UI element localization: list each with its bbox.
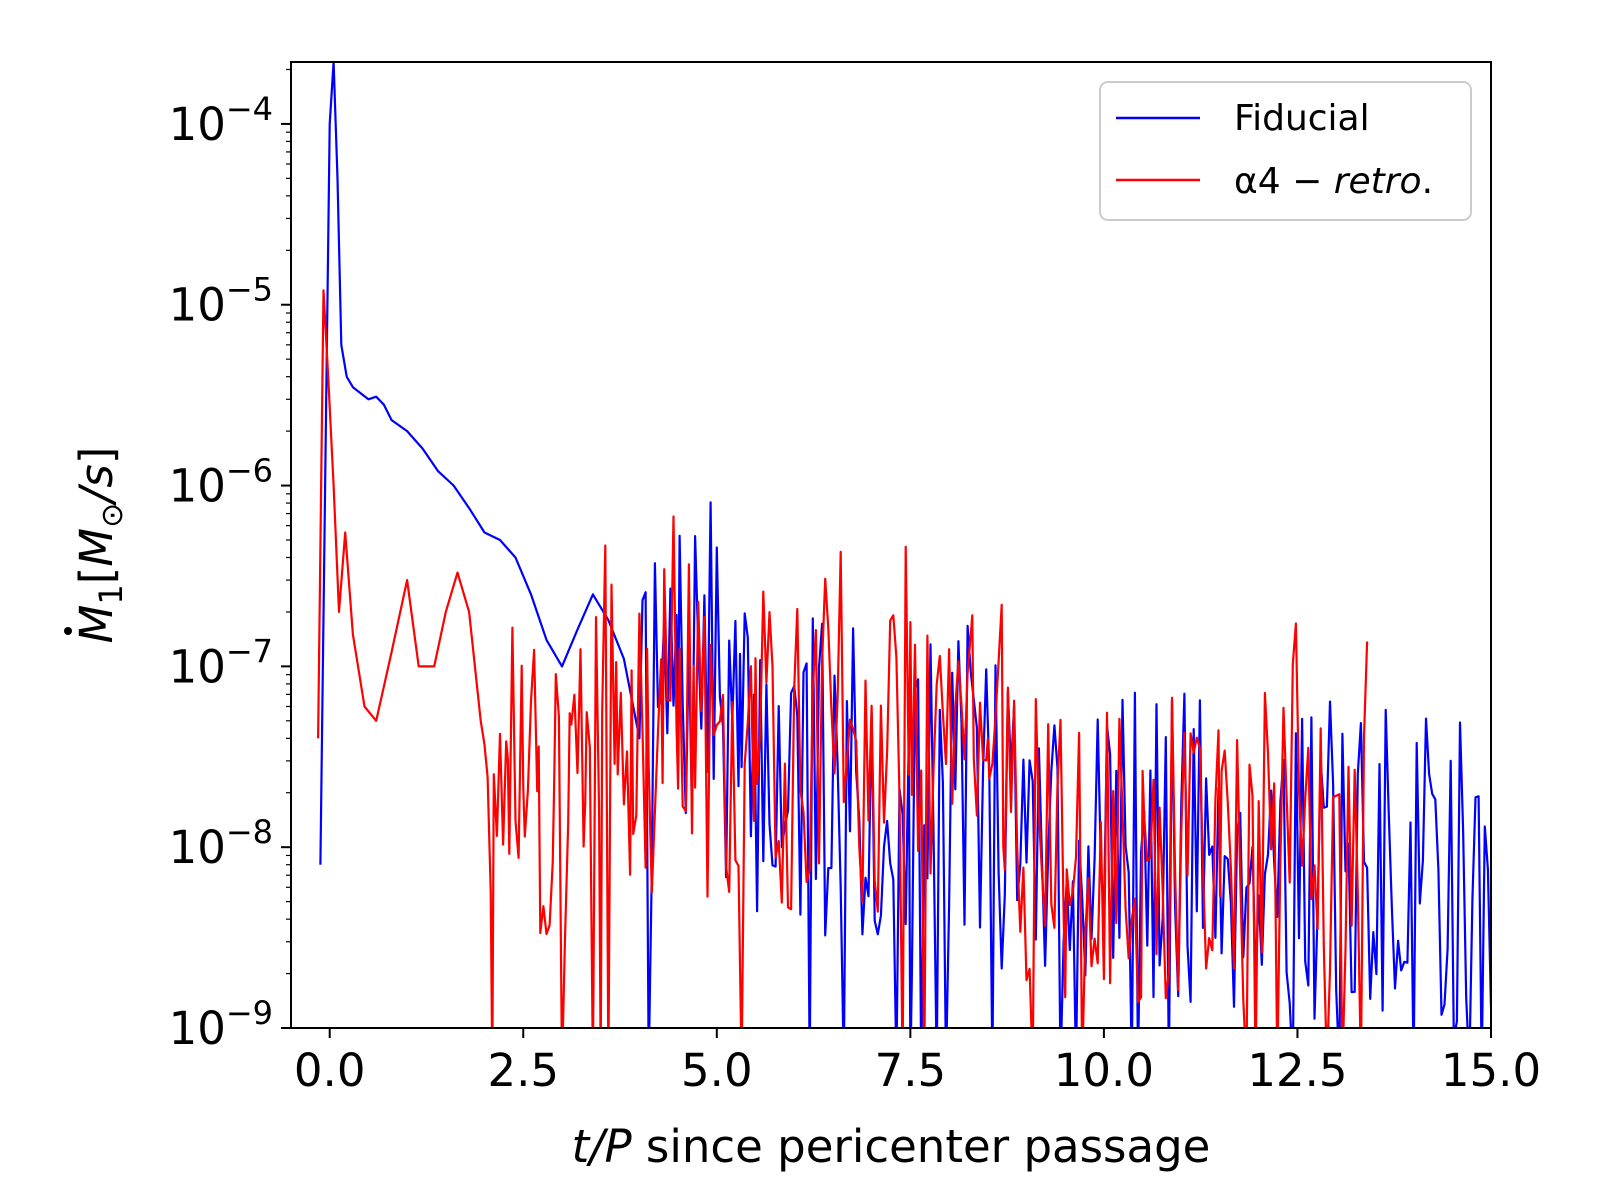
- y-axis-ticks: 10−410−510−610−710−810−9: [169, 68, 291, 1055]
- legend-label-retro-prefix: α4 −: [1234, 161, 1334, 202]
- legend-label-retro-italic: retro: [1334, 161, 1422, 202]
- x-tick-label: 0.0: [294, 1044, 366, 1097]
- y-tick-label: 10−4: [169, 90, 273, 151]
- series-layer: [317, 62, 1491, 1028]
- legend-frame: [1099, 81, 1472, 221]
- y-tick-exponent: −6: [226, 452, 273, 490]
- y-label-dot-icon: [64, 627, 72, 635]
- series-line-fiducial: [319, 62, 1491, 1028]
- legend-label-retro-suffix: .: [1422, 161, 1433, 202]
- y-label-unit-close: ]: [70, 447, 123, 465]
- y-tick-label: 10−6: [169, 452, 273, 513]
- x-tick-label: 5.0: [681, 1044, 753, 1097]
- y-tick-base: 10: [169, 821, 226, 874]
- y-label-unit-open: [: [70, 567, 123, 585]
- x-axis-label-rest: since pericenter passage: [632, 1120, 1211, 1173]
- y-label-subscript: 1: [92, 584, 130, 604]
- y-tick-base: 10: [169, 98, 226, 151]
- legend-label-retro: α4 − retro.: [1234, 161, 1433, 202]
- y-axis-label: M1[M⊙/s]: [64, 447, 130, 644]
- y-label-unit-sub: ⊙: [95, 503, 130, 528]
- x-axis-ticks: 0.0 2.5 5.0 7.5 10.0 12.5 15.0: [294, 1028, 1541, 1097]
- y-tick-base: 10: [169, 640, 226, 693]
- y-tick-label: 10−9: [169, 994, 273, 1055]
- legend: Fiducial α4 − retro.: [1099, 81, 1472, 221]
- y-tick-exponent: −9: [226, 994, 273, 1032]
- x-axis-label-italic: t/P: [572, 1120, 633, 1173]
- y-tick-exponent: −5: [226, 271, 273, 309]
- svg-text:M1[M⊙/s]: M1[M⊙/s]: [70, 447, 130, 644]
- y-tick-base: 10: [169, 1002, 226, 1055]
- y-tick-label: 10−7: [169, 632, 273, 693]
- x-tick-label: 2.5: [487, 1044, 559, 1097]
- series-line-retro: [317, 289, 1369, 1028]
- x-axis-label: t/P since pericenter passage: [572, 1120, 1211, 1173]
- y-tick-label: 10−8: [169, 813, 273, 874]
- y-label-symbol: M: [70, 605, 123, 644]
- x-tick-label: 10.0: [1054, 1044, 1154, 1097]
- y-label-unit-symbol: M: [70, 528, 123, 567]
- y-tick-exponent: −4: [226, 90, 273, 128]
- legend-label-fiducial: Fiducial: [1234, 98, 1370, 139]
- y-tick-exponent: −8: [226, 813, 273, 851]
- x-tick-label: 15.0: [1441, 1044, 1541, 1097]
- x-tick-label: 7.5: [875, 1044, 947, 1097]
- y-tick-label: 10−5: [169, 271, 273, 332]
- x-tick-label: 12.5: [1247, 1044, 1347, 1097]
- y-tick-exponent: −7: [226, 632, 273, 670]
- plot-frame: [290, 61, 1492, 1029]
- y-tick-base: 10: [169, 460, 226, 513]
- y-tick-base: 10: [169, 279, 226, 332]
- y-label-unit-rest: /s: [70, 464, 123, 507]
